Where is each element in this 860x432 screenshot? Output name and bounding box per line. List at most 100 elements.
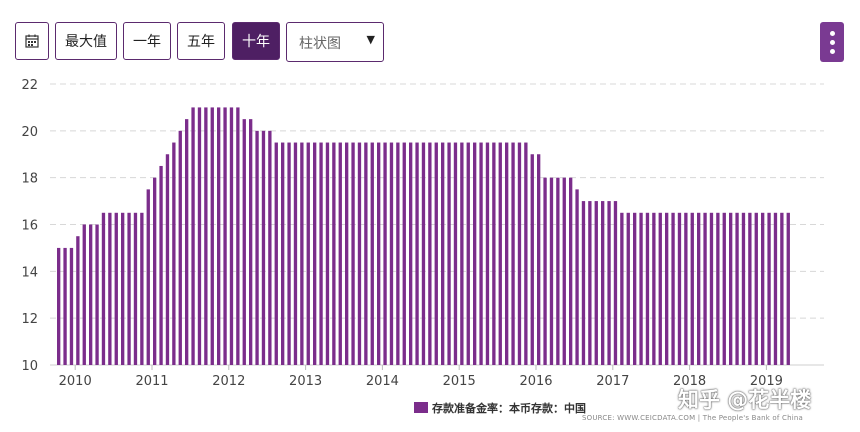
bar: [543, 177, 547, 365]
bar: [255, 130, 259, 365]
bar: [293, 142, 298, 365]
bar: [261, 130, 266, 365]
bar: [140, 212, 144, 365]
bar: [453, 142, 458, 365]
bar: [63, 247, 67, 365]
bar: [697, 212, 701, 365]
bar: [626, 212, 630, 365]
bar: [729, 212, 733, 365]
bar: [466, 142, 470, 365]
bar: [191, 107, 195, 366]
bar: [108, 212, 112, 365]
bar: [287, 142, 291, 365]
bar: [178, 130, 182, 365]
bar: [313, 142, 317, 365]
bar: [498, 142, 502, 365]
bar: [761, 212, 765, 365]
bar: [773, 212, 778, 365]
bar: [517, 142, 522, 365]
bar: [639, 212, 643, 365]
x-tick-label: 2019: [750, 374, 783, 389]
bar: [332, 142, 336, 365]
bar: [620, 212, 624, 365]
range-max-button[interactable]: 最大值: [55, 22, 117, 60]
bar: [101, 212, 106, 365]
bar: [383, 142, 387, 365]
bar: [396, 142, 400, 365]
bar: [690, 212, 694, 365]
bar: [114, 212, 118, 365]
bar: [549, 177, 554, 365]
bar: [57, 247, 61, 365]
bar: [581, 201, 586, 365]
y-tick-label: 14: [21, 265, 38, 280]
bar: [319, 142, 323, 365]
bar: [735, 212, 739, 365]
bar: [76, 236, 80, 365]
chart-area: 10 12 14 16 18 20 22 2010 2011 2012 2013 2014 2015 20…: [14, 76, 846, 426]
x-tick-label: 2012: [212, 374, 245, 389]
bar: [281, 142, 285, 365]
bar: [447, 142, 451, 365]
bar: [242, 119, 246, 366]
bar: [607, 201, 611, 365]
source-note: SOURCE: WWW.CEICDATA.COM | The People's …: [582, 414, 803, 422]
range-5y-button[interactable]: 五年: [177, 22, 225, 60]
bar: [524, 142, 528, 365]
bar: [229, 107, 234, 366]
bar: [786, 212, 790, 365]
chart-type-select[interactable]: 柱状图 ▼: [286, 22, 384, 62]
range-1y-button[interactable]: 一年: [123, 22, 171, 60]
chart-toolbar: 最大值 一年 五年 十年 柱状图 ▼: [0, 0, 860, 70]
bar: [421, 142, 426, 365]
bar: [748, 212, 752, 365]
chart-legend[interactable]: 存款准备金率：本币存款：中国: [414, 400, 586, 416]
bar: [364, 142, 368, 365]
bar: [575, 189, 579, 366]
bar: [633, 212, 637, 365]
bar: [300, 142, 304, 365]
y-tick-label: 16: [21, 219, 38, 234]
chart-type-value: 柱状图: [299, 36, 341, 52]
bar: [601, 201, 605, 365]
y-tick-label: 10: [21, 359, 38, 374]
bar: [460, 142, 464, 365]
bar: [473, 142, 477, 365]
x-tick-label: 2013: [289, 374, 322, 389]
bar: [69, 247, 74, 365]
bar: [441, 142, 445, 365]
bar: [133, 212, 138, 365]
bar: [153, 177, 157, 365]
bar: [754, 212, 758, 365]
bar: [671, 212, 675, 365]
y-tick-label: 22: [21, 78, 38, 93]
bar: [370, 142, 374, 365]
bar: [652, 212, 656, 365]
bar: [485, 142, 490, 365]
range-10y-button[interactable]: 十年: [232, 22, 280, 60]
bar: [505, 142, 509, 365]
bar: [121, 212, 125, 365]
kebab-icon: [830, 31, 835, 36]
bar: [268, 130, 272, 365]
bar: [684, 212, 688, 365]
bar: [338, 142, 342, 365]
bar: [415, 142, 419, 365]
bar: [204, 107, 208, 366]
legend-label: 存款准备金率：本币存款：中国: [432, 402, 586, 415]
bar: [556, 177, 560, 365]
bar: [389, 142, 394, 365]
bar: [223, 107, 227, 366]
bar: [409, 142, 413, 365]
bar: [588, 201, 592, 365]
more-menu-button[interactable]: [820, 22, 844, 62]
bar: [325, 142, 330, 365]
bar: [89, 224, 93, 365]
calendar-button[interactable]: [15, 22, 49, 60]
bar: [434, 142, 438, 365]
x-tick-label: 2014: [366, 374, 399, 389]
bar: [594, 201, 598, 365]
bar: [82, 224, 86, 365]
bar: [703, 212, 707, 365]
bar: [569, 177, 573, 365]
